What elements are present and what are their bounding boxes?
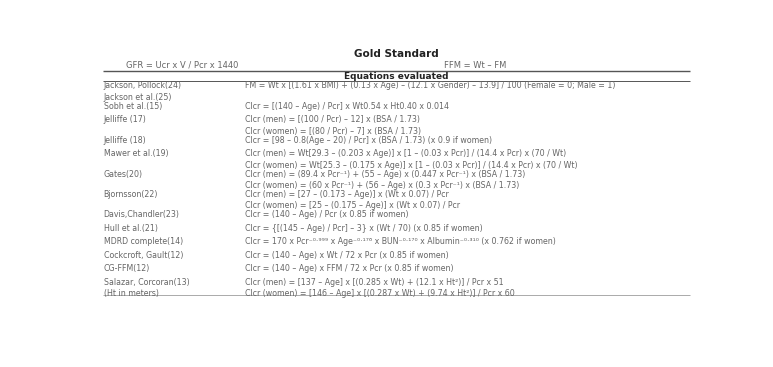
Text: Jelliffe (18): Jelliffe (18) [104, 136, 146, 145]
Text: Jackson, Pollock(24)
Jackson et al.(25): Jackson, Pollock(24) Jackson et al.(25) [104, 81, 182, 102]
Text: Clcr = (140 – Age) x Wt / 72 x Pcr (x 0.85 if women): Clcr = (140 – Age) x Wt / 72 x Pcr (x 0.… [244, 251, 448, 260]
Text: Mawer et al.(19): Mawer et al.(19) [104, 149, 168, 158]
Text: Equations evaluated: Equations evaluated [344, 72, 448, 81]
Text: Cockcroft, Gault(12): Cockcroft, Gault(12) [104, 251, 183, 260]
Text: Bjornsson(22): Bjornsson(22) [104, 190, 158, 199]
Text: Sobh et al.(15): Sobh et al.(15) [104, 102, 162, 111]
Text: Clcr = [98 – 0.8(Age – 20) / Pcr] x (BSA / 1.73) (x 0.9 if women): Clcr = [98 – 0.8(Age – 20) / Pcr] x (BSA… [244, 136, 492, 145]
Text: CG-FFM(12): CG-FFM(12) [104, 264, 150, 273]
Text: Clcr = 170 x Pcr⁻⁰·⁹⁹⁹ x Age⁻⁰·¹⁷⁶ x BUN⁻⁰·¹⁷⁰ x Albumin⁻⁰·³¹⁰ (x 0.762 if women: Clcr = 170 x Pcr⁻⁰·⁹⁹⁹ x Age⁻⁰·¹⁷⁶ x BUN… [244, 237, 555, 246]
Text: FFM = Wt – FM: FFM = Wt – FM [444, 61, 506, 70]
Text: Clcr (men) = Wt[29.3 – (0.203 x Age)] x [1 – (0.03 x Pcr)] / (14.4 x Pcr) x (70 : Clcr (men) = Wt[29.3 – (0.203 x Age)] x … [244, 149, 577, 170]
Text: GFR = Ucr x V / Pcr x 1440: GFR = Ucr x V / Pcr x 1440 [126, 61, 238, 70]
Text: Davis,Chandler(23): Davis,Chandler(23) [104, 210, 179, 219]
Text: Clcr (men) = [137 – Age] x [(0.285 x Wt) + (12.1 x Ht²)] / Pcr x 51
Clcr (women): Clcr (men) = [137 – Age] x [(0.285 x Wt)… [244, 278, 514, 298]
Text: Gates(20): Gates(20) [104, 170, 142, 179]
Text: Salazar, Corcoran(13)
(Ht in meters): Salazar, Corcoran(13) (Ht in meters) [104, 278, 189, 298]
Text: Clcr (men) = [27 – (0.173 – Age)] x (Wt x 0.07) / Pcr
Clcr (women) = [25 – (0.17: Clcr (men) = [27 – (0.173 – Age)] x (Wt … [244, 190, 460, 210]
Text: Clcr (men) = [(100 / Pcr) – 12] x (BSA / 1.73)
Clcr (women) = [(80 / Pcr) – 7] x: Clcr (men) = [(100 / Pcr) – 12] x (BSA /… [244, 115, 421, 136]
Text: MDRD complete(14): MDRD complete(14) [104, 237, 182, 246]
Text: Clcr = (140 – Age) x FFM / 72 x Pcr (x 0.85 if women): Clcr = (140 – Age) x FFM / 72 x Pcr (x 0… [244, 264, 453, 273]
Text: Hull et al.(21): Hull et al.(21) [104, 224, 158, 233]
Text: Clcr = (140 – Age) / Pcr (x 0.85 if women): Clcr = (140 – Age) / Pcr (x 0.85 if wome… [244, 210, 408, 219]
Text: Gold Standard: Gold Standard [354, 49, 438, 59]
Text: Clcr = {[(145 – Age) / Pcr] – 3} x (Wt / 70) (x 0.85 if women): Clcr = {[(145 – Age) / Pcr] – 3} x (Wt /… [244, 224, 482, 233]
Text: FM = Wt x [(1.61 x BMI) + (0.13 x Age) – (12.1 x Gender) – 13.9] / 100 (Female =: FM = Wt x [(1.61 x BMI) + (0.13 x Age) –… [244, 81, 615, 90]
Text: Clcr (men) = (89.4 x Pcr⁻¹) + (55 – Age) x (0.447 x Pcr⁻¹) x (BSA / 1.73)
Clcr (: Clcr (men) = (89.4 x Pcr⁻¹) + (55 – Age)… [244, 170, 525, 190]
Text: Jelliffe (17): Jelliffe (17) [104, 115, 146, 124]
Text: Clcr = [(140 – Age) / Pcr] x Wt0.54 x Ht0.40 x 0.014: Clcr = [(140 – Age) / Pcr] x Wt0.54 x Ht… [244, 102, 448, 111]
